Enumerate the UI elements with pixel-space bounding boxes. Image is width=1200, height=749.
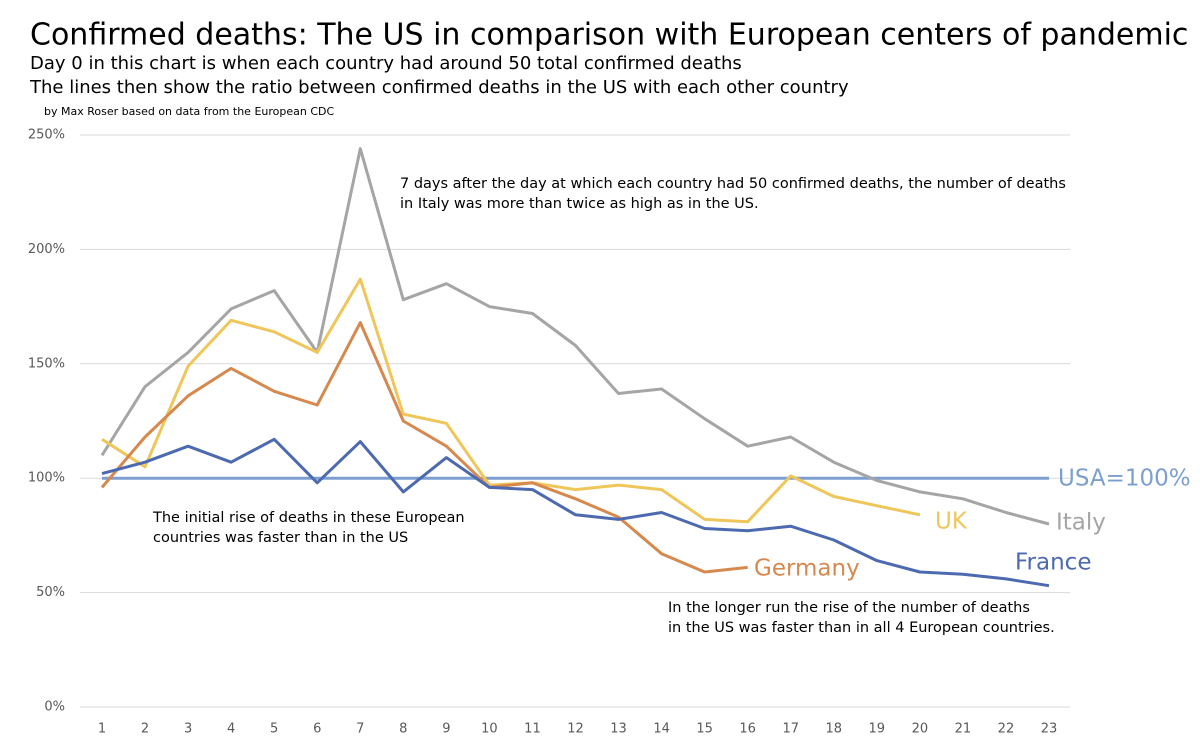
x-tick-label: 5	[270, 722, 278, 737]
annotation: 7 days after the day at which each count…	[400, 176, 1066, 192]
source: by Max Roser based on data from the Euro…	[44, 105, 334, 118]
x-tick-label: 8	[399, 722, 407, 737]
x-tick-label: 17	[782, 722, 799, 737]
series-label: Germany	[754, 556, 860, 582]
series-label: France	[1015, 550, 1091, 576]
y-tick-label: 150%	[28, 356, 65, 371]
series-line	[100, 321, 748, 574]
y-tick-label: 50%	[36, 585, 65, 600]
x-tick-label: 6	[313, 722, 321, 737]
series-line	[101, 437, 1050, 588]
annotation: in the US was faster than in all 4 Europ…	[668, 620, 1055, 636]
x-tick-label: 13	[610, 722, 627, 737]
subtitle: Day 0 in this chart is when each country…	[30, 53, 742, 74]
x-tick-label: 21	[955, 722, 972, 737]
annotation: The initial rise of deaths in these Euro…	[152, 510, 465, 526]
x-tick-label: 16	[739, 722, 756, 737]
x-tick-label: 23	[1041, 722, 1058, 737]
y-tick-label: 200%	[28, 242, 65, 257]
y-tick-label: 0%	[44, 700, 65, 715]
series-label: UK	[935, 509, 968, 535]
x-tick-label: 10	[481, 722, 498, 737]
x-tick-label: 7	[356, 722, 364, 737]
x-tick-label: 3	[184, 722, 192, 737]
y-tick-label: 250%	[28, 128, 65, 143]
subtitle: The lines then show the ratio between co…	[29, 77, 849, 98]
x-tick-label: 11	[524, 722, 541, 737]
x-tick-label: 1	[98, 722, 106, 737]
annotation: in Italy was more than twice as high as …	[400, 196, 759, 212]
x-tick-label: 20	[912, 722, 929, 737]
x-tick-label: 22	[998, 722, 1015, 737]
chart-title: Confirmed deaths: The US in comparison w…	[30, 18, 1188, 53]
x-tick-label: 9	[442, 722, 450, 737]
x-tick-label: 14	[653, 722, 670, 737]
x-tick-label: 15	[696, 722, 713, 737]
series-label: Italy	[1056, 510, 1106, 536]
x-tick-label: 2	[141, 722, 149, 737]
x-tick-label: 12	[567, 722, 584, 737]
y-tick-label: 100%	[28, 471, 65, 486]
series-label: USA=100%	[1058, 466, 1191, 492]
x-tick-label: 4	[227, 722, 235, 737]
x-tick-label: 19	[869, 722, 886, 737]
x-tick-label: 18	[825, 722, 842, 737]
annotation: In the longer run the rise of the number…	[668, 600, 1030, 616]
annotation: countries was faster than in the US	[153, 530, 408, 546]
series-line	[100, 147, 1050, 526]
